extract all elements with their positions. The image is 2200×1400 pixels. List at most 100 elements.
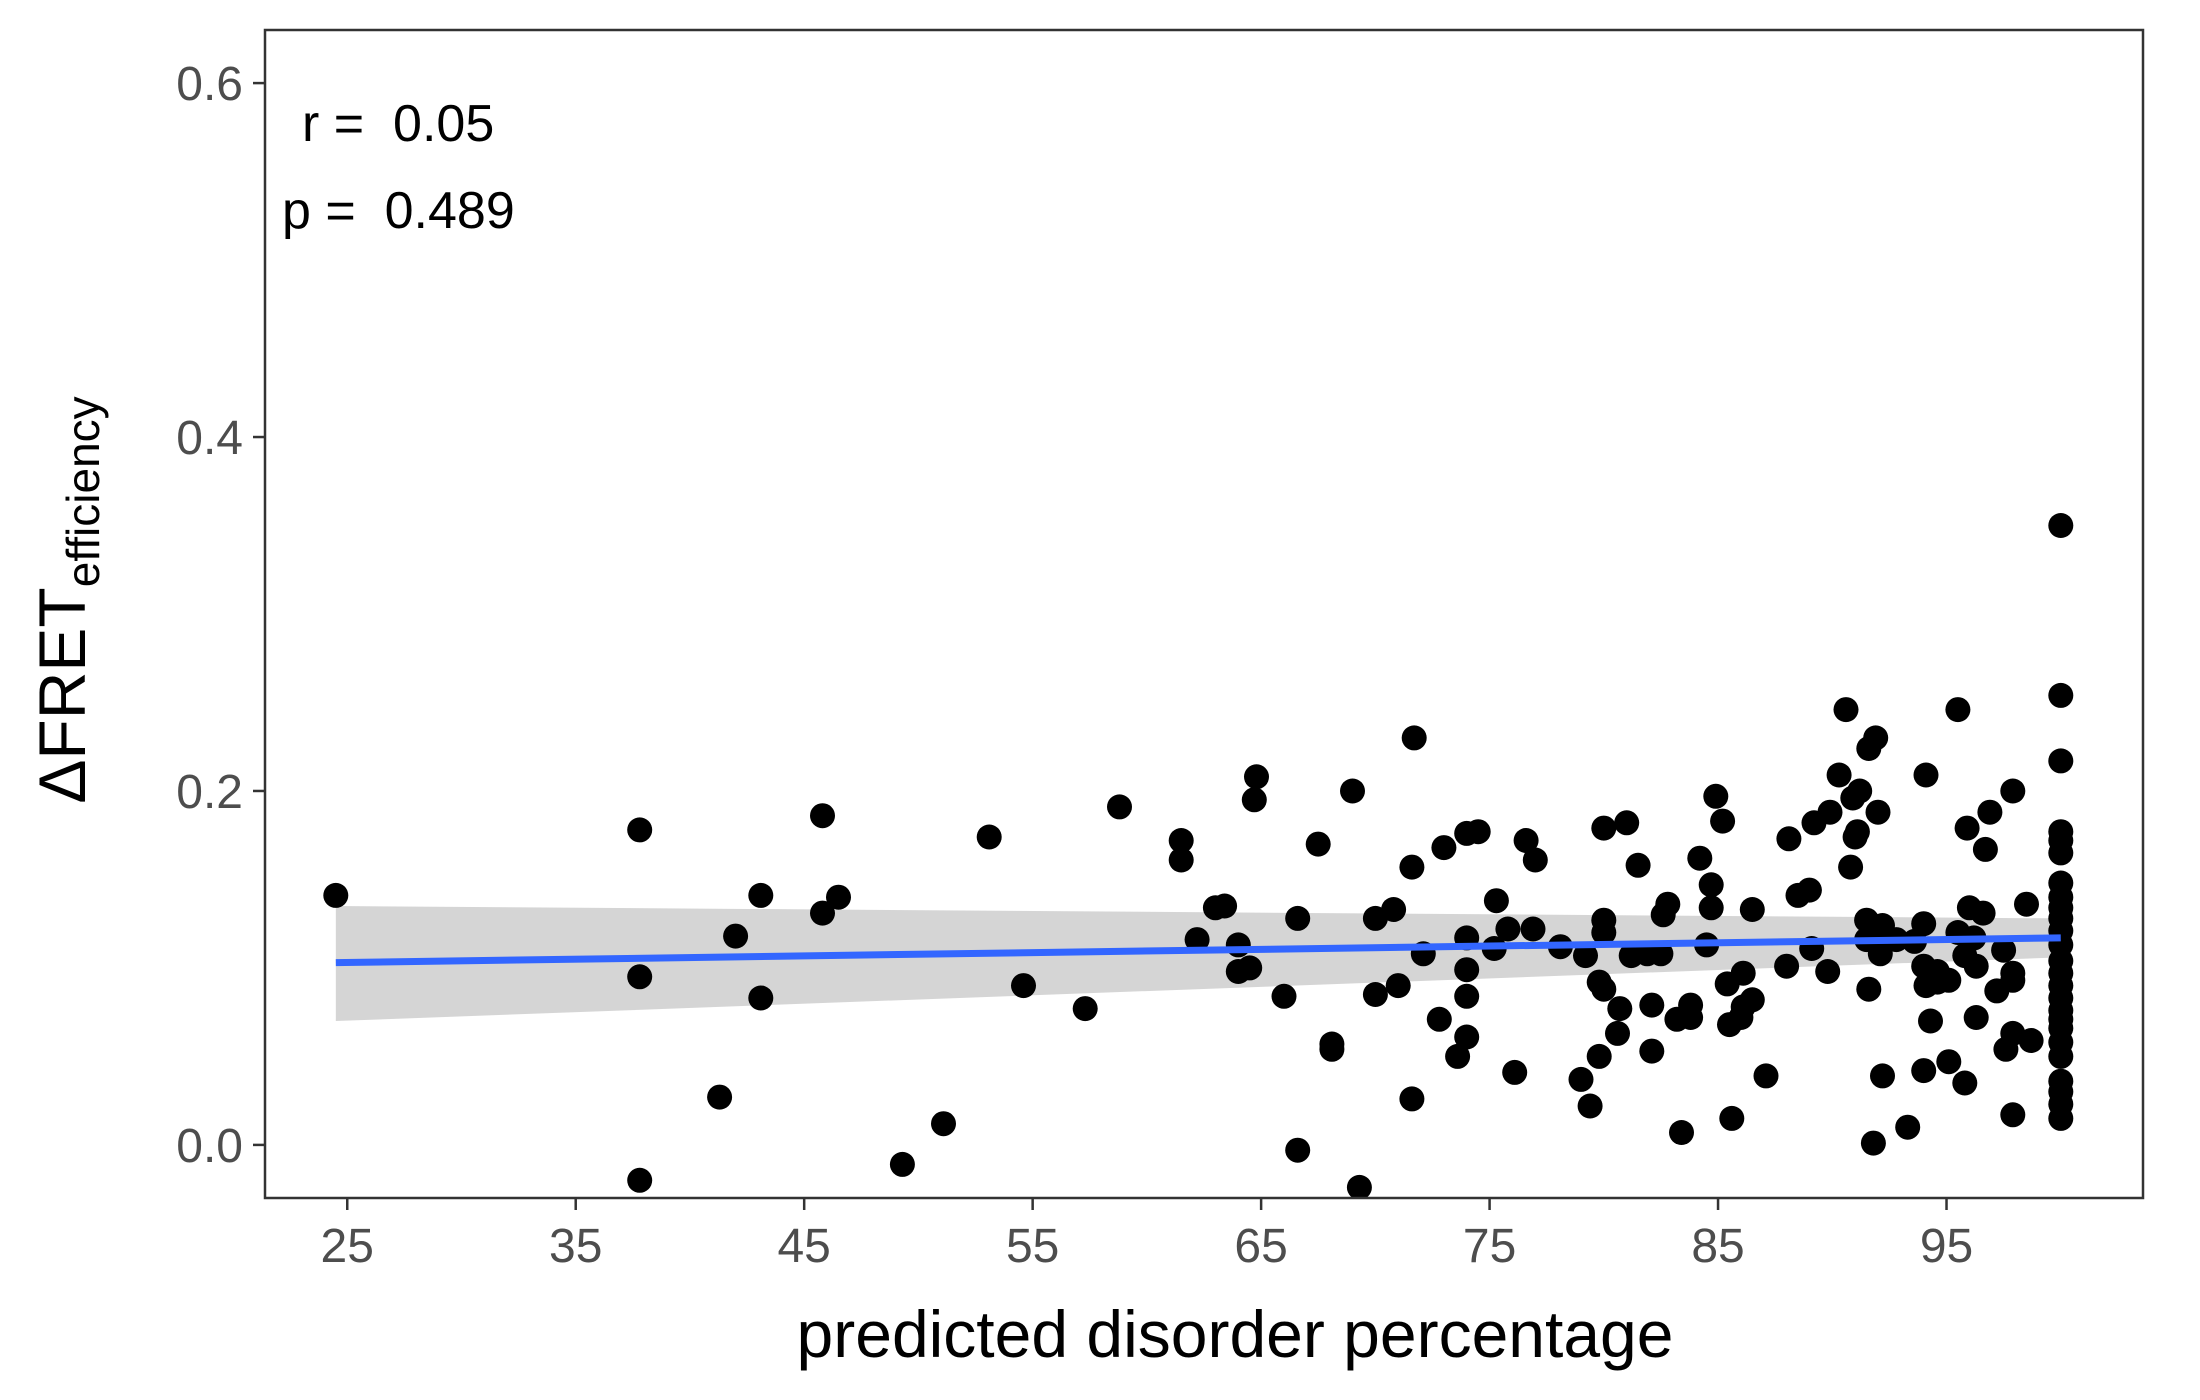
data-point (1591, 920, 1617, 945)
data-point (1591, 815, 1617, 841)
data-point (1607, 996, 1633, 1022)
data-point (1817, 799, 1843, 825)
data-point (1687, 845, 1713, 871)
x-tick-label: 85 (1691, 1220, 1744, 1273)
correlation-r-annotation: r = 0.05 (302, 95, 494, 153)
data-point (1340, 778, 1365, 804)
data-point (1796, 877, 1822, 903)
svg-text:ΔFRETefficiency: ΔFRETefficiency (25, 396, 109, 803)
data-point (1011, 973, 1036, 999)
data-point (1399, 854, 1425, 880)
data-point (1826, 762, 1852, 788)
x-tick-label: 25 (321, 1220, 374, 1273)
data-point (1385, 973, 1411, 999)
data-point (1513, 828, 1539, 853)
data-point (1913, 762, 1939, 788)
data-point (1774, 953, 1800, 979)
data-point (1168, 828, 1194, 853)
data-point (1815, 959, 1841, 984)
data-point (1483, 888, 1509, 914)
data-point (889, 1151, 915, 1177)
confidence-band (335, 906, 2061, 1022)
data-point (1426, 1006, 1452, 1032)
data-point (826, 884, 851, 910)
data-point (1399, 1086, 1425, 1112)
data-point (1739, 987, 1765, 1013)
data-point (1285, 1137, 1311, 1163)
data-point (2014, 891, 2039, 917)
data-point (1867, 941, 1893, 967)
data-point (627, 1167, 653, 1193)
data-point (1952, 1070, 1978, 1096)
y-axis-title-main: ΔFRET (25, 587, 99, 803)
data-point (1454, 957, 1480, 983)
data-point (1972, 836, 1998, 862)
data-point (1520, 916, 1546, 942)
data-point (1844, 819, 1870, 845)
data-point (1936, 1049, 1962, 1075)
data-point (1895, 1114, 1921, 1140)
data-point (2048, 682, 2074, 708)
fit-line-layer (335, 934, 2061, 967)
data-point (1454, 983, 1480, 1009)
data-point (1730, 960, 1756, 986)
data-point (1678, 992, 1704, 1018)
data-point (1698, 895, 1724, 921)
data-point (1838, 854, 1864, 880)
data-point (2048, 1043, 2074, 1069)
data-point (1655, 891, 1681, 917)
x-axis-title: predicted disorder percentage (797, 1297, 1674, 1371)
confidence-band-layer (335, 906, 2061, 1022)
x-tick-label: 35 (549, 1220, 602, 1273)
data-point (1241, 787, 1267, 813)
data-point (1319, 1036, 1345, 1062)
data-point (1445, 1043, 1471, 1069)
x-tick-label: 55 (1006, 1220, 1059, 1273)
data-point (1856, 976, 1882, 1002)
data-point (1591, 976, 1617, 1002)
data-point (1237, 955, 1263, 981)
y-tick-label: 0.0 (176, 1120, 243, 1173)
panel-border (263, 28, 2145, 1200)
data-point (1184, 927, 1210, 953)
data-point (1401, 725, 1427, 751)
data-point (1586, 1043, 1612, 1069)
data-point (1454, 1024, 1480, 1050)
data-point (2048, 513, 2074, 538)
x-tick-label: 65 (1234, 1220, 1287, 1273)
data-point (1381, 897, 1407, 922)
data-point (2048, 840, 2074, 866)
y-tick-label: 0.2 (176, 766, 243, 819)
data-point (1945, 697, 1971, 723)
data-point (1577, 1093, 1603, 1119)
data-point (1865, 799, 1891, 825)
data-point (1669, 1120, 1694, 1145)
x-tick-label: 45 (777, 1220, 830, 1273)
data-point (1648, 941, 1674, 967)
data-point (1346, 1174, 1372, 1198)
data-point (1431, 835, 1457, 861)
data-point (1605, 1020, 1630, 1046)
data-point (1573, 943, 1598, 969)
data-point (1639, 1038, 1665, 1064)
x-tick-label: 95 (1920, 1220, 1973, 1273)
x-tick-label: 75 (1463, 1220, 1516, 1273)
data-point (1870, 1063, 1895, 1089)
data-point (707, 1084, 733, 1110)
data-point (1970, 900, 1996, 926)
data-point (1833, 697, 1859, 723)
y-axis: 0.0 0.2 0.4 0.6 (176, 58, 265, 1173)
data-point (1977, 799, 2003, 825)
data-point (1911, 911, 1937, 937)
data-point (1710, 808, 1736, 834)
data-point (976, 824, 1002, 850)
data-point (1072, 996, 1098, 1022)
data-point (627, 817, 653, 843)
data-point (748, 985, 774, 1011)
data-point (2048, 748, 2074, 774)
y-tick-label: 0.6 (176, 58, 243, 111)
y-axis-title: ΔFRETefficiency (25, 396, 109, 803)
data-point (1963, 953, 1989, 979)
data-point (1863, 725, 1889, 751)
data-point (1698, 872, 1724, 898)
